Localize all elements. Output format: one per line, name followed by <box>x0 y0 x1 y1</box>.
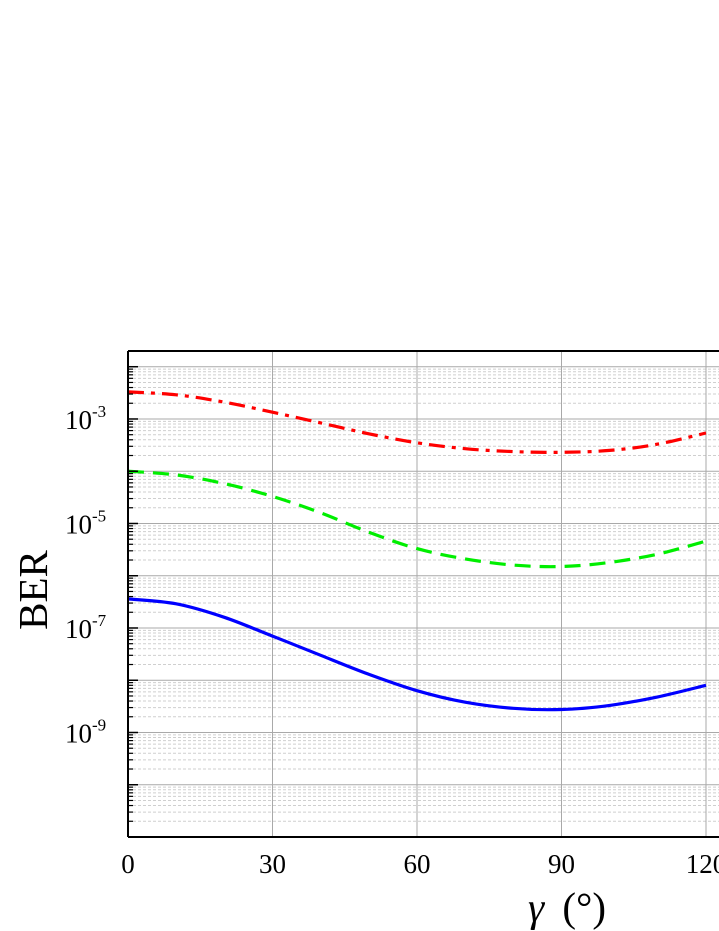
y-tick-label: 10-3 <box>65 402 106 435</box>
y-axis-label: BER <box>10 549 56 629</box>
plot-frame <box>127 350 719 838</box>
axis-ticks <box>128 350 138 822</box>
x-axis-symbol: γ <box>528 884 546 930</box>
x-tick-labels: 0 30 60 90 120 <box>121 849 719 879</box>
x-tick-label: 90 <box>548 849 575 879</box>
series-line-3 <box>127 597 707 712</box>
x-axis-label: γ (°) <box>528 884 606 930</box>
x-tick-label: 120 <box>686 849 719 879</box>
y-tick-label: 10-7 <box>65 611 107 644</box>
major-grid <box>128 351 719 837</box>
series-layer <box>127 390 707 712</box>
x-tick-label: 0 <box>121 849 135 879</box>
x-tick-label: 60 <box>404 849 431 879</box>
y-tick-labels: 10-3 10-5 10-7 10-9 <box>65 402 107 749</box>
series-line-1 <box>127 390 707 454</box>
x-axis-unit: (°) <box>562 884 606 930</box>
x-tick-label: 30 <box>259 849 286 879</box>
y-tick-label: 10-5 <box>65 506 106 539</box>
series-line-2 <box>127 469 707 569</box>
minor-grid <box>128 350 719 822</box>
y-tick-label: 10-9 <box>65 715 106 748</box>
